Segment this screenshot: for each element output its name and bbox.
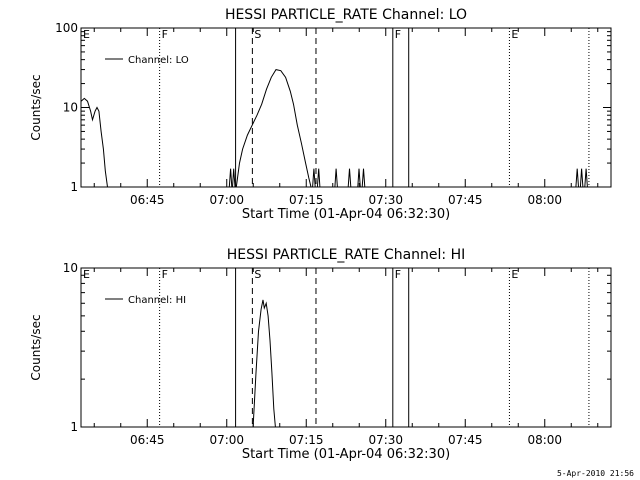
series-line xyxy=(312,168,316,188)
series-line xyxy=(80,97,108,188)
series-line xyxy=(579,168,584,188)
x-tick-label: 07:00 xyxy=(209,433,244,447)
event-marker-label: F xyxy=(162,28,168,41)
x-tick-label: 07:15 xyxy=(289,433,324,447)
y-tick-label: 1 xyxy=(70,420,78,434)
event-marker-label: F xyxy=(395,28,401,41)
series-line xyxy=(347,168,352,188)
y-tick-label: 10 xyxy=(63,101,78,115)
y-axis-label: Counts/sec xyxy=(29,74,43,140)
y-tick-label: 10 xyxy=(63,261,78,275)
chart-title: HESSI PARTICLE_RATE Channel: HI xyxy=(227,247,465,263)
series-line xyxy=(228,168,233,188)
series-line xyxy=(334,168,338,188)
chart-panel-0: HESSI PARTICLE_RATE Channel: LO E F S F E Chan… xyxy=(29,7,612,222)
series-line xyxy=(584,168,588,188)
event-marker-label: F xyxy=(395,268,401,281)
event-marker-label: E xyxy=(83,28,90,41)
event-marker-label: E xyxy=(511,28,518,41)
series-line xyxy=(316,168,321,188)
event-marker-label: S xyxy=(254,28,261,41)
event-marker-label: E xyxy=(511,268,518,281)
x-tick-label: 07:30 xyxy=(368,433,403,447)
event-marker-label: E xyxy=(83,268,90,281)
x-axis-label: Start Time (01-Apr-04 06:32:30) xyxy=(242,447,450,462)
x-axis-label: Start Time (01-Apr-04 06:32:30) xyxy=(242,207,450,222)
plot-frame xyxy=(80,27,612,188)
x-tick-label: 07:30 xyxy=(368,193,403,207)
series-line xyxy=(575,168,579,188)
series-line xyxy=(232,168,236,188)
x-tick-label: 06:45 xyxy=(130,433,165,447)
y-tick-label: 100 xyxy=(55,21,78,35)
x-tick-label: 07:45 xyxy=(448,433,483,447)
x-tick-label: 07:15 xyxy=(289,193,324,207)
chart-panel-1: HESSI PARTICLE_RATE Channel: HI E F S F E Chan… xyxy=(29,247,612,462)
y-tick-label: 1 xyxy=(70,180,78,194)
x-tick-label: 06:45 xyxy=(130,193,165,207)
y-axis-label: Counts/sec xyxy=(29,314,43,380)
x-tick-label: 08:00 xyxy=(527,193,562,207)
legend-label: Channel: HI xyxy=(128,295,186,306)
x-tick-label: 07:00 xyxy=(209,193,244,207)
series-line xyxy=(357,168,361,188)
timestamp: 5-Apr-2010 21:56 xyxy=(556,469,634,478)
x-tick-label: 07:45 xyxy=(448,193,483,207)
legend-label: Channel: LO xyxy=(128,55,189,66)
series-line xyxy=(252,299,276,428)
plot-frame xyxy=(80,267,612,428)
series-line xyxy=(235,69,312,188)
event-marker-label: S xyxy=(254,268,261,281)
x-tick-label: 08:00 xyxy=(527,433,562,447)
event-marker-label: F xyxy=(162,268,168,281)
chart-title: HESSI PARTICLE_RATE Channel: LO xyxy=(225,7,467,23)
series-line xyxy=(361,168,366,188)
